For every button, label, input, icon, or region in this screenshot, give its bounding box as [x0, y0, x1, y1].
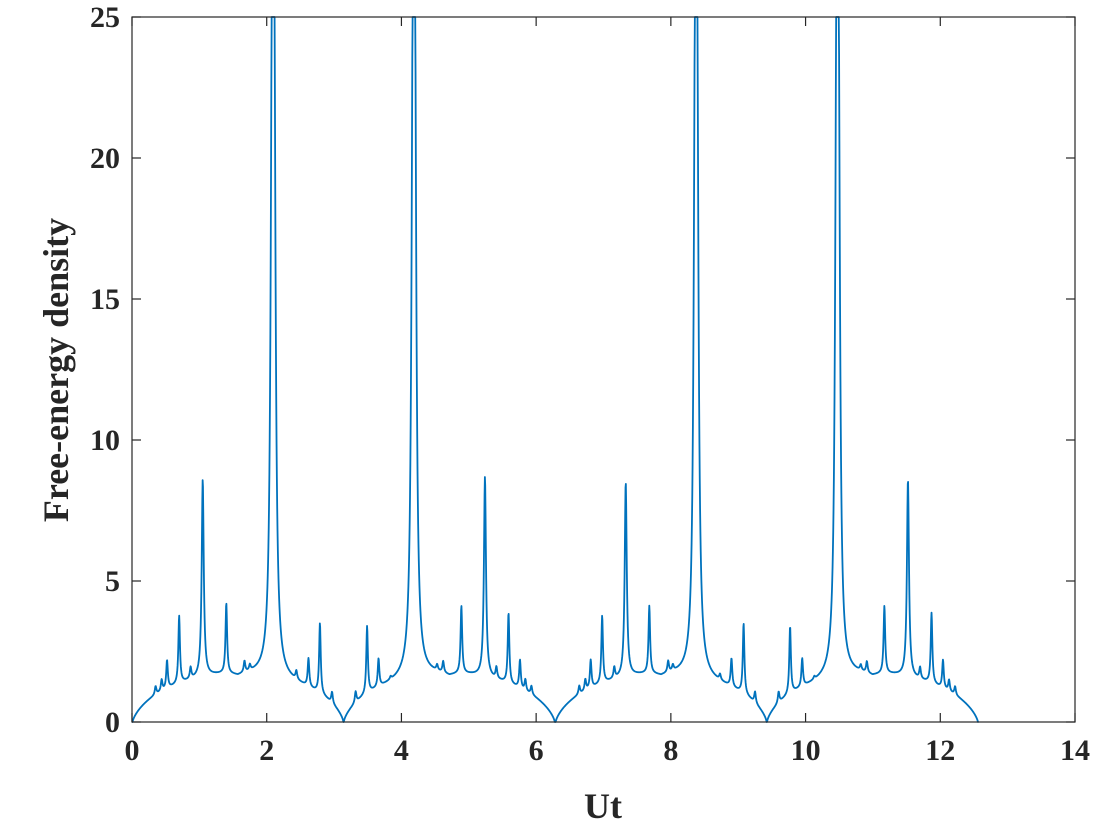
plot-area [132, 17, 1075, 722]
y-tick-label: 10 [90, 424, 120, 457]
x-tick-label: 14 [1060, 734, 1090, 767]
x-axis-title: Ut [584, 786, 622, 826]
y-tick-label: 15 [90, 283, 120, 316]
x-tick-label: 6 [529, 734, 544, 767]
y-tick-label: 0 [105, 706, 120, 739]
x-tick-label: 8 [663, 734, 678, 767]
y-tick-label: 25 [90, 1, 120, 34]
x-tick-label: 0 [125, 734, 140, 767]
y-axis-title: Free-energy density [36, 218, 76, 522]
y-tick-label: 20 [90, 142, 120, 175]
x-tick-label: 4 [394, 734, 409, 767]
y-tick-label: 5 [105, 565, 120, 598]
x-tick-label: 10 [791, 734, 821, 767]
axes-box [131, 16, 1076, 723]
x-tick-label: 2 [259, 734, 274, 767]
x-tick-label: 12 [925, 734, 955, 767]
